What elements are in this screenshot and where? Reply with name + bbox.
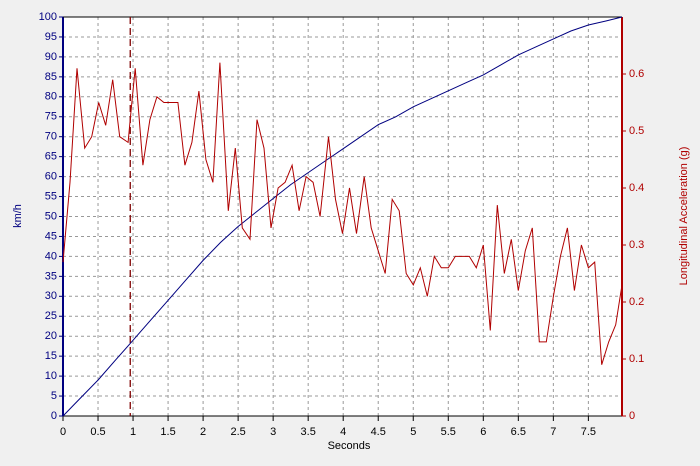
y-tick-label: 95 bbox=[45, 31, 57, 43]
x-tick-label: 4 bbox=[340, 426, 346, 438]
x-axis-title: Seconds bbox=[328, 440, 371, 452]
y-tick-label: 65 bbox=[45, 151, 57, 163]
series-line bbox=[62, 16, 623, 417]
y-tick-label: 15 bbox=[45, 350, 57, 362]
y2-tick-label: 0.3 bbox=[629, 239, 644, 251]
x-tick-label: 2.5 bbox=[230, 426, 245, 438]
x-tick-label: 1 bbox=[130, 426, 136, 438]
y2-tick-label: 0.2 bbox=[629, 296, 644, 308]
y-tick-label: 30 bbox=[45, 290, 57, 302]
y-tick-label: 85 bbox=[45, 71, 57, 83]
y-tick-label: 100 bbox=[39, 11, 57, 23]
x-tick-label: 7.5 bbox=[581, 426, 596, 438]
x-tick-label: 6 bbox=[480, 426, 486, 438]
x-tick-label: 7 bbox=[550, 426, 556, 438]
x-tick-label: 5.5 bbox=[441, 426, 456, 438]
x-tick-label: 6.5 bbox=[511, 426, 526, 438]
x-tick-label: 2 bbox=[200, 426, 206, 438]
y-tick-label: 35 bbox=[45, 270, 57, 282]
x-tick-label: 3.5 bbox=[301, 426, 316, 438]
y-tick-label: 90 bbox=[45, 51, 57, 63]
series-line bbox=[62, 62, 623, 365]
y-tick-label: 5 bbox=[51, 390, 57, 402]
plot-area bbox=[63, 17, 622, 416]
x-tick-label: 0 bbox=[60, 426, 66, 438]
x-tick-label: 3 bbox=[270, 426, 276, 438]
x-tick-label: 0.5 bbox=[90, 426, 105, 438]
x-tick-label: 4.5 bbox=[371, 426, 386, 438]
y-tick-label: 40 bbox=[45, 250, 57, 262]
y-axis-title: km/h bbox=[12, 204, 24, 228]
y-tick-label: 45 bbox=[45, 230, 57, 242]
y-tick-label: 25 bbox=[45, 310, 57, 322]
x-tick-label: 1.5 bbox=[160, 426, 175, 438]
y-tick-label: 55 bbox=[45, 190, 57, 202]
y-tick-label: 50 bbox=[45, 210, 57, 222]
y2-tick-label: 0.6 bbox=[629, 68, 644, 80]
y2-tick-label: 0 bbox=[629, 410, 635, 422]
y-tick-label: 60 bbox=[45, 171, 57, 183]
y-tick-label: 70 bbox=[45, 131, 57, 143]
y-tick-label: 80 bbox=[45, 91, 57, 103]
y-tick-label: 20 bbox=[45, 330, 57, 342]
x-tick-label: 5 bbox=[410, 426, 416, 438]
y2-tick-label: 0.1 bbox=[629, 353, 644, 365]
y-tick-label: 0 bbox=[51, 410, 57, 422]
y2-tick-label: 0.5 bbox=[629, 125, 644, 137]
y-tick-label: 10 bbox=[45, 370, 57, 382]
y-tick-label: 75 bbox=[45, 111, 57, 123]
y2-tick-label: 0.4 bbox=[629, 182, 644, 194]
y2-axis-title: Longitudinal Acceleration (g) bbox=[678, 147, 690, 286]
